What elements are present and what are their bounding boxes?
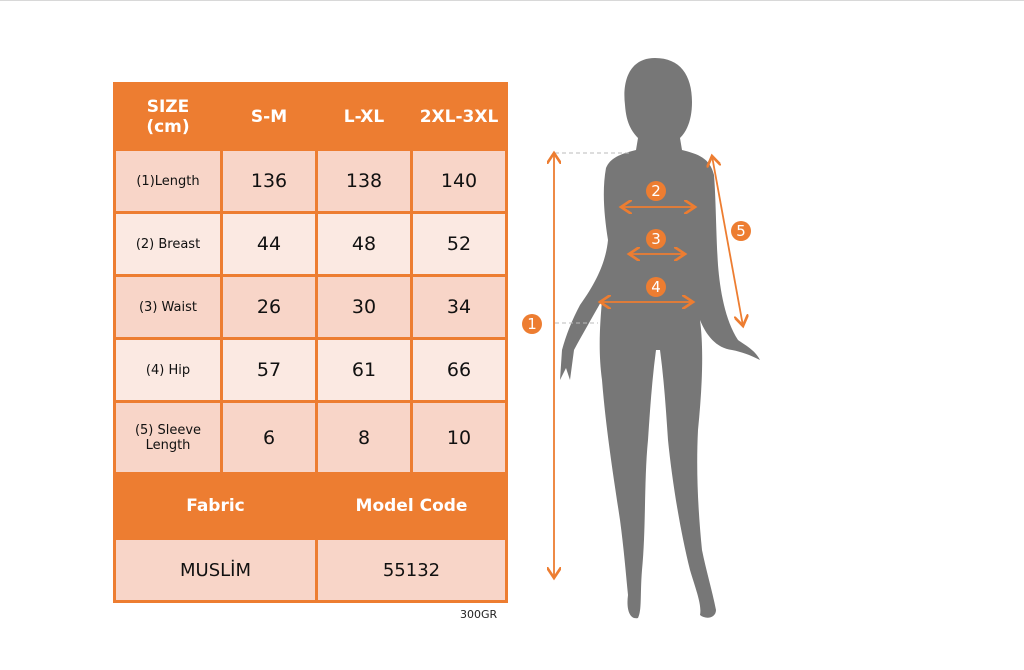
header-size-line2: (cm) [146, 116, 190, 137]
header-l-xl: L-XL [315, 82, 413, 151]
row-label: (2) Breast [113, 211, 223, 277]
marker-2: 2 [646, 181, 666, 201]
top-border [0, 0, 1024, 1]
cell: 30 [315, 274, 413, 340]
cell: 10 [410, 400, 508, 475]
svg-text:5: 5 [736, 222, 746, 240]
table-row: (1)Length 136 138 140 [113, 148, 508, 214]
svg-text:3: 3 [651, 230, 661, 248]
table-row: (4) Hip 57 61 66 [113, 337, 508, 403]
fabric-header: Fabric [113, 472, 318, 540]
cell: 8 [315, 400, 413, 475]
table-row: (5) Sleeve Length 6 8 10 [113, 400, 508, 475]
woman-silhouette [560, 58, 760, 619]
header-s-m: S-M [220, 82, 318, 151]
footer-header-row: Fabric Model Code [113, 472, 508, 540]
model-code-header: Model Code [315, 472, 508, 540]
row-label: (3) Waist [113, 274, 223, 340]
cell: 57 [220, 337, 318, 403]
cell: 6 [220, 400, 318, 475]
marker-1: 1 [522, 314, 542, 334]
row-label: (4) Hip [113, 337, 223, 403]
cell: 66 [410, 337, 508, 403]
header-size: SIZE (cm) [113, 82, 223, 151]
svg-text:1: 1 [527, 315, 537, 333]
cell: 136 [220, 148, 318, 214]
cell: 140 [410, 148, 508, 214]
row-label: (5) Sleeve Length [113, 400, 223, 475]
fabric-value: MUSLİM [113, 537, 318, 603]
svg-text:2: 2 [651, 182, 661, 200]
row-label: (1)Length [113, 148, 223, 214]
cell: 138 [315, 148, 413, 214]
weight-note: 300GR [460, 608, 498, 621]
model-code-value: 55132 [315, 537, 508, 603]
cell: 61 [315, 337, 413, 403]
footer-value-row: MUSLİM 55132 [113, 537, 508, 603]
marker-3: 3 [646, 229, 666, 249]
measurement-arrows [554, 153, 743, 578]
sleeve-arrow [712, 156, 743, 326]
cell: 34 [410, 274, 508, 340]
cell: 48 [315, 211, 413, 277]
table-header-row: SIZE (cm) S-M L-XL 2XL-3XL [113, 82, 508, 151]
body-measurement-figure: 1 2 3 4 5 [522, 58, 760, 619]
table-row: (2) Breast 44 48 52 [113, 211, 508, 277]
size-chart-table: SIZE (cm) S-M L-XL 2XL-3XL (1)Length 136 … [113, 82, 508, 603]
marker-5: 5 [731, 221, 751, 241]
svg-text:4: 4 [651, 278, 661, 296]
marker-4: 4 [646, 277, 666, 297]
cell: 26 [220, 274, 318, 340]
cell: 44 [220, 211, 318, 277]
cell: 52 [410, 211, 508, 277]
table-row: (3) Waist 26 30 34 [113, 274, 508, 340]
header-2xl-3xl: 2XL-3XL [410, 82, 508, 151]
header-size-line1: SIZE [146, 96, 190, 117]
